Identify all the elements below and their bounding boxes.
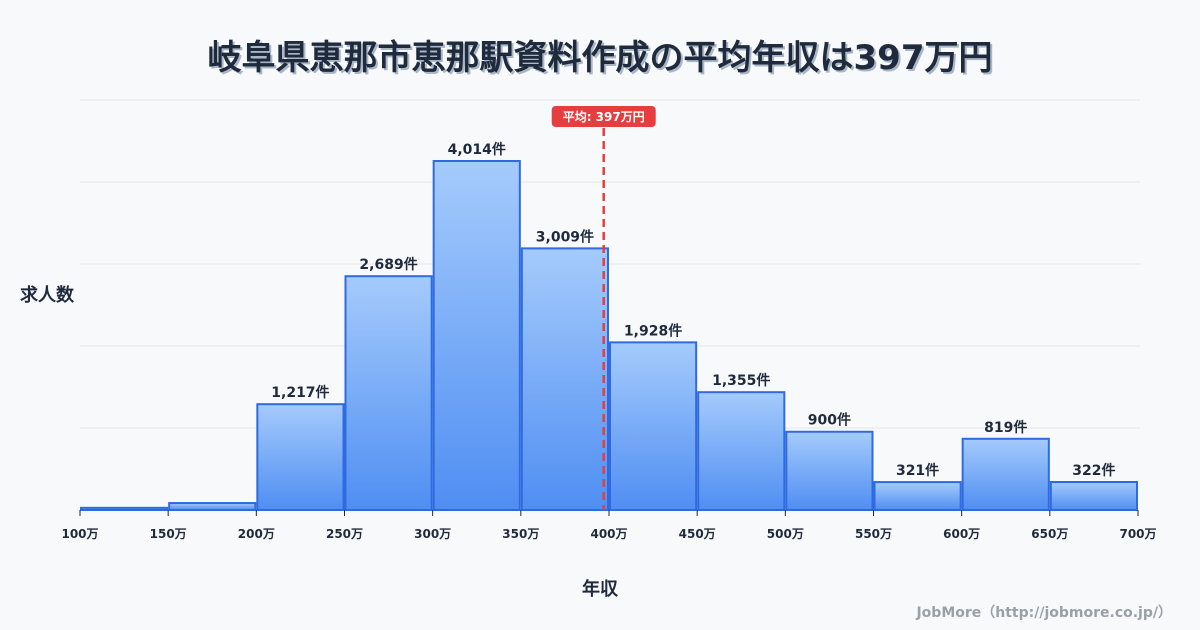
x-tick-label: 150万 (150, 527, 187, 541)
bar-value-label: 2,689件 (359, 256, 417, 273)
histogram-bar (1049, 481, 1139, 511)
histogram-bar (520, 247, 609, 511)
histogram-bar (609, 341, 698, 511)
x-tick-label: 550万 (855, 527, 892, 541)
bar-value-label: 321件 (896, 462, 939, 479)
x-tick-label: 400万 (590, 527, 627, 541)
x-axis-label: 年収 (582, 579, 618, 600)
x-tick-label: 650万 (1031, 527, 1068, 541)
histogram-bar (785, 430, 874, 511)
average-badge (551, 106, 656, 127)
average-label: 平均: 397万円 (563, 109, 645, 124)
x-tick-label: 250万 (326, 527, 363, 541)
histogram-bar (432, 160, 521, 511)
bar-value-label: 1,217件 (271, 384, 329, 401)
chart-title: 岐阜県恵那市恵那駅資料作成の平均年収は397万円 (207, 38, 993, 78)
bar-value-label: 1,928件 (624, 322, 682, 339)
bar-value-label: 322件 (1072, 462, 1115, 479)
x-tick-label: 300万 (414, 527, 451, 541)
bar-value-label: 900件 (808, 412, 851, 429)
histogram-bar (697, 391, 786, 512)
x-ticks: 100万 150万 200万 250万 300万 350万 400万 450万 500万 550万… (61, 510, 1157, 541)
histogram-bar (168, 502, 257, 511)
average-line: 平均: 397万円 (551, 106, 656, 510)
y-axis-label: 求人数 (20, 285, 74, 306)
x-tick-label: 500万 (767, 527, 804, 541)
x-tick-label: 350万 (502, 527, 539, 541)
bars: 1,217件 2,689件 4,014件 3,009件 1,928件 1,355件 900件… (80, 141, 1139, 512)
x-tick-label: 600万 (943, 527, 980, 541)
x-tick-label: 700万 (1119, 527, 1156, 541)
x-tick-label: 100万 (61, 527, 98, 541)
x-tick-label: 450万 (679, 527, 716, 541)
histogram-bar (961, 437, 1050, 511)
histogram-bar (80, 506, 169, 511)
bar-value-label: 819件 (984, 419, 1027, 436)
bar-value-label: 3,009件 (536, 228, 594, 245)
x-tick-label: 200万 (238, 527, 275, 541)
bar-value-label: 1,355件 (712, 372, 770, 389)
bar-value-label: 4,014件 (448, 141, 506, 158)
histogram-bar (344, 275, 433, 511)
histogram-bar (873, 481, 962, 511)
histogram-bar (256, 403, 345, 512)
credit-text: JobMore（http://jobmore.co.jp/） (916, 605, 1172, 621)
